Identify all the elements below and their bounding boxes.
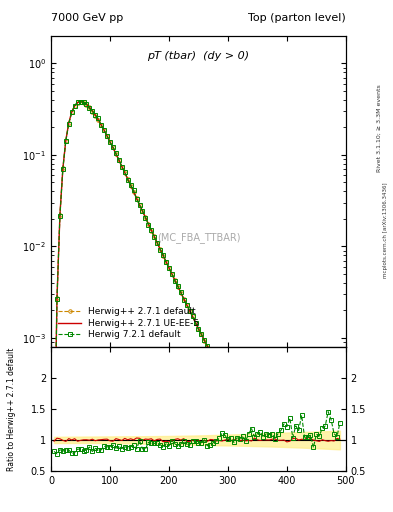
Herwig++ 2.7.1 default (190, 313, 195, 319)
Herwig++ 2.7.1 default (52, 478, 57, 484)
Herwig 7.2.1 default (75, 99, 80, 105)
Legend: Herwig++ 2.7.1 default, Herwig++ 2.7.1 UE-EE-5, Herwig 7.2.1 default: Herwig++ 2.7.1 default, Herwig++ 2.7.1 U… (55, 304, 202, 342)
Text: 7000 GeV pp: 7000 GeV pp (51, 13, 123, 23)
Text: Top (parton level): Top (parton level) (248, 13, 346, 23)
Text: (MC_FBA_TTBAR): (MC_FBA_TTBAR) (157, 232, 240, 243)
Herwig++ 2.7.1 UE-EE-5 (78, 98, 83, 104)
Herwig 7.2.1 default (273, 468, 277, 475)
Herwig 7.2.1 default (234, 400, 239, 407)
Line: Herwig 7.2.1 default: Herwig 7.2.1 default (52, 100, 342, 512)
Herwig++ 2.7.1 UE-EE-5 (234, 400, 239, 406)
Herwig++ 2.7.1 UE-EE-5 (190, 313, 195, 319)
Herwig++ 2.7.1 default (214, 360, 219, 366)
Herwig 7.2.1 default (78, 99, 83, 105)
Herwig++ 2.7.1 UE-EE-5 (75, 99, 80, 105)
Herwig++ 2.7.1 default (75, 100, 80, 106)
Text: mcplots.cern.ch [arXiv:1306.3436]: mcplots.cern.ch [arXiv:1306.3436] (383, 183, 387, 278)
Herwig++ 2.7.1 default (78, 98, 83, 104)
Herwig++ 2.7.1 UE-EE-5 (69, 109, 74, 115)
Herwig 7.2.1 default (69, 110, 74, 116)
Line: Herwig++ 2.7.1 UE-EE-5: Herwig++ 2.7.1 UE-EE-5 (54, 101, 340, 512)
Herwig 7.2.1 default (190, 313, 195, 319)
Text: Rivet 3.1.10; ≥ 3.3M events: Rivet 3.1.10; ≥ 3.3M events (377, 84, 382, 172)
Herwig++ 2.7.1 default (69, 109, 74, 115)
Herwig++ 2.7.1 UE-EE-5 (52, 478, 57, 484)
Herwig 7.2.1 default (52, 478, 57, 484)
Herwig++ 2.7.1 UE-EE-5 (273, 469, 277, 475)
Herwig++ 2.7.1 default (234, 400, 239, 407)
Text: pT (tbar)  (dy > 0): pT (tbar) (dy > 0) (147, 51, 250, 61)
Y-axis label: Ratio to Herwig++ 2.7.1 default: Ratio to Herwig++ 2.7.1 default (7, 347, 16, 471)
Herwig++ 2.7.1 UE-EE-5 (214, 360, 219, 367)
Herwig++ 2.7.1 default (273, 468, 277, 475)
Line: Herwig++ 2.7.1 default: Herwig++ 2.7.1 default (52, 100, 342, 512)
Herwig 7.2.1 default (214, 360, 219, 367)
